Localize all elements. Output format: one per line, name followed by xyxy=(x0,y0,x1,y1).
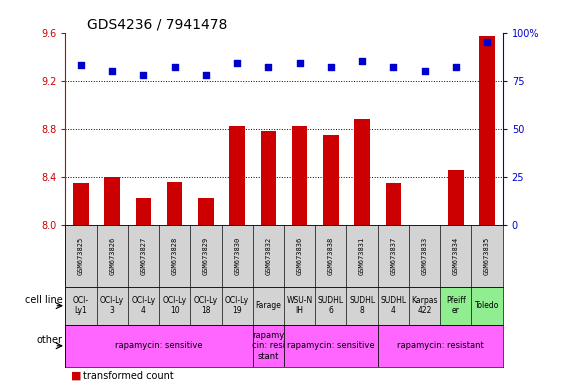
Bar xyxy=(346,225,378,286)
Text: OCI-Ly
10: OCI-Ly 10 xyxy=(162,296,187,315)
Bar xyxy=(440,225,471,286)
Point xyxy=(420,68,429,74)
Bar xyxy=(323,135,339,225)
Point xyxy=(326,64,335,70)
Bar xyxy=(479,36,495,225)
Bar xyxy=(190,286,222,325)
Bar xyxy=(73,183,89,225)
Bar xyxy=(105,177,120,225)
Text: ■: ■ xyxy=(71,371,81,381)
Text: GSM673831: GSM673831 xyxy=(359,237,365,275)
Bar xyxy=(440,286,471,325)
Bar xyxy=(253,286,284,325)
Bar xyxy=(128,225,159,286)
Text: Farage: Farage xyxy=(256,301,281,310)
Point xyxy=(76,62,86,68)
Bar xyxy=(409,225,440,286)
Bar xyxy=(253,225,284,286)
Point xyxy=(389,64,398,70)
Text: rapamycin: resistant: rapamycin: resistant xyxy=(397,341,483,350)
Text: SUDHL
8: SUDHL 8 xyxy=(349,296,375,315)
Point xyxy=(451,64,460,70)
Bar xyxy=(448,169,463,225)
Bar xyxy=(386,183,401,225)
Text: OCI-Ly
4: OCI-Ly 4 xyxy=(131,296,156,315)
Text: GSM673829: GSM673829 xyxy=(203,237,209,275)
Text: GSM673837: GSM673837 xyxy=(390,237,396,275)
Text: Pfeiff
er: Pfeiff er xyxy=(446,296,466,315)
Text: OCI-
Ly1: OCI- Ly1 xyxy=(73,296,89,315)
Bar xyxy=(136,198,151,225)
Text: Toledo: Toledo xyxy=(475,301,499,310)
Text: other: other xyxy=(36,334,62,344)
Bar xyxy=(471,225,503,286)
Bar xyxy=(190,225,222,286)
Bar xyxy=(284,286,315,325)
Bar xyxy=(378,286,409,325)
Bar xyxy=(292,126,307,225)
Bar xyxy=(128,286,159,325)
Text: GSM673836: GSM673836 xyxy=(296,237,303,275)
Text: GSM673835: GSM673835 xyxy=(484,237,490,275)
Point xyxy=(358,58,367,65)
Text: Karpas
422: Karpas 422 xyxy=(411,296,438,315)
Bar xyxy=(229,126,245,225)
Text: OCI-Ly
18: OCI-Ly 18 xyxy=(194,296,218,315)
Point xyxy=(170,64,179,70)
Bar xyxy=(471,286,503,325)
Bar xyxy=(222,286,253,325)
Text: GSM673827: GSM673827 xyxy=(140,237,147,275)
Text: GSM673834: GSM673834 xyxy=(453,237,459,275)
Bar xyxy=(65,325,253,367)
Point xyxy=(108,68,117,74)
Text: SUDHL
6: SUDHL 6 xyxy=(318,296,344,315)
Text: rapamycin: sensitive: rapamycin: sensitive xyxy=(287,341,375,350)
Text: WSU-N
IH: WSU-N IH xyxy=(286,296,313,315)
Text: GSM673830: GSM673830 xyxy=(234,237,240,275)
Bar xyxy=(354,119,370,225)
Bar xyxy=(284,225,315,286)
Bar xyxy=(159,286,190,325)
Text: OCI-Ly
19: OCI-Ly 19 xyxy=(225,296,249,315)
Bar xyxy=(198,198,214,225)
Text: rapamycin: sensitive: rapamycin: sensitive xyxy=(115,341,203,350)
Bar xyxy=(409,286,440,325)
Text: GDS4236 / 7941478: GDS4236 / 7941478 xyxy=(87,18,228,31)
Point xyxy=(139,72,148,78)
Text: GSM673838: GSM673838 xyxy=(328,237,334,275)
Bar xyxy=(97,286,128,325)
Point xyxy=(264,64,273,70)
Bar xyxy=(315,225,346,286)
Bar xyxy=(284,325,378,367)
Bar xyxy=(315,286,346,325)
Bar xyxy=(167,182,182,225)
Bar xyxy=(222,225,253,286)
Point xyxy=(202,72,211,78)
Text: rapamy
cin: resi
stant: rapamy cin: resi stant xyxy=(252,331,285,361)
Text: GSM673825: GSM673825 xyxy=(78,237,84,275)
Bar xyxy=(65,225,97,286)
Text: GSM673832: GSM673832 xyxy=(265,237,272,275)
Text: GSM673826: GSM673826 xyxy=(109,237,115,275)
Bar xyxy=(97,225,128,286)
Text: SUDHL
4: SUDHL 4 xyxy=(381,296,406,315)
Text: transformed count: transformed count xyxy=(83,371,174,381)
Bar xyxy=(378,225,409,286)
Point xyxy=(483,39,492,45)
Point xyxy=(295,60,304,66)
Bar xyxy=(261,131,276,225)
Bar xyxy=(346,286,378,325)
Bar xyxy=(159,225,190,286)
Text: GSM673833: GSM673833 xyxy=(421,237,428,275)
Point xyxy=(233,60,242,66)
Bar xyxy=(378,325,503,367)
Text: cell line: cell line xyxy=(25,295,62,305)
Text: GSM673828: GSM673828 xyxy=(172,237,178,275)
Text: OCI-Ly
3: OCI-Ly 3 xyxy=(100,296,124,315)
Bar xyxy=(65,286,97,325)
Bar xyxy=(253,325,284,367)
